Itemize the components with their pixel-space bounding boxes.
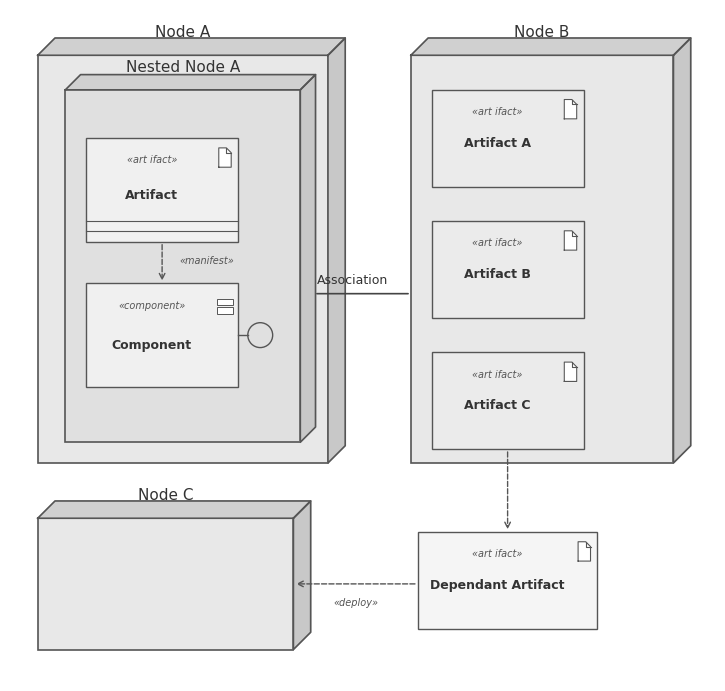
Text: Artifact B: Artifact B bbox=[464, 268, 531, 281]
FancyBboxPatch shape bbox=[411, 55, 674, 463]
FancyBboxPatch shape bbox=[38, 518, 294, 650]
Polygon shape bbox=[564, 362, 576, 381]
FancyBboxPatch shape bbox=[65, 90, 300, 442]
Polygon shape bbox=[294, 501, 311, 650]
Text: Nested Node A: Nested Node A bbox=[125, 60, 240, 75]
FancyBboxPatch shape bbox=[86, 283, 238, 387]
Polygon shape bbox=[219, 148, 231, 167]
Text: «art ifact»: «art ifact» bbox=[127, 155, 177, 165]
FancyBboxPatch shape bbox=[86, 138, 238, 242]
Text: Artifact A: Artifact A bbox=[464, 137, 531, 149]
Polygon shape bbox=[328, 38, 345, 463]
Text: «deploy»: «deploy» bbox=[333, 598, 378, 607]
Polygon shape bbox=[38, 38, 345, 55]
Text: Artifact C: Artifact C bbox=[464, 399, 531, 412]
Text: Node B: Node B bbox=[515, 25, 570, 40]
Text: «manifest»: «manifest» bbox=[179, 256, 234, 265]
FancyBboxPatch shape bbox=[218, 307, 233, 314]
Polygon shape bbox=[674, 38, 691, 463]
Text: «art ifact»: «art ifact» bbox=[472, 107, 523, 117]
Text: Component: Component bbox=[112, 339, 192, 352]
FancyBboxPatch shape bbox=[431, 352, 584, 449]
Polygon shape bbox=[578, 542, 591, 561]
Text: Dependant Artifact: Dependant Artifact bbox=[430, 579, 565, 591]
Text: «art ifact»: «art ifact» bbox=[472, 549, 523, 559]
FancyBboxPatch shape bbox=[431, 90, 584, 187]
Polygon shape bbox=[300, 75, 315, 442]
Polygon shape bbox=[564, 100, 576, 119]
Text: «component»: «component» bbox=[118, 301, 186, 310]
FancyBboxPatch shape bbox=[218, 299, 233, 305]
Text: «art ifact»: «art ifact» bbox=[472, 370, 523, 379]
FancyBboxPatch shape bbox=[418, 532, 597, 629]
Polygon shape bbox=[564, 231, 576, 250]
FancyBboxPatch shape bbox=[431, 221, 584, 318]
Text: Artifact: Artifact bbox=[125, 189, 178, 202]
Text: Association: Association bbox=[317, 274, 388, 287]
Text: «art ifact»: «art ifact» bbox=[472, 238, 523, 248]
FancyBboxPatch shape bbox=[38, 55, 328, 463]
Polygon shape bbox=[411, 38, 691, 55]
Text: Node A: Node A bbox=[155, 25, 210, 40]
Text: Node C: Node C bbox=[138, 488, 194, 503]
Polygon shape bbox=[38, 501, 311, 518]
Polygon shape bbox=[65, 75, 315, 90]
